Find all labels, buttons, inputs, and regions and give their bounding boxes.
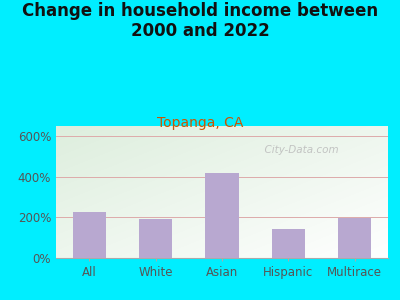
Text: City-Data.com: City-Data.com: [258, 145, 339, 155]
Text: Topanga, CA: Topanga, CA: [157, 116, 243, 130]
Bar: [272, 229, 305, 258]
Bar: [73, 212, 106, 258]
Bar: [206, 173, 238, 258]
Text: Change in household income between
2000 and 2022: Change in household income between 2000 …: [22, 2, 378, 40]
Bar: [338, 218, 372, 258]
Bar: [139, 219, 172, 258]
